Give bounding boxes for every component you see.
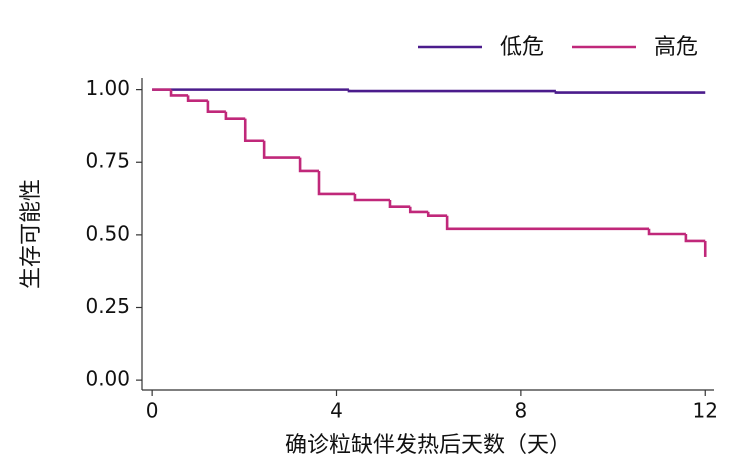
survival-step — [317, 170, 355, 196]
survival-step — [445, 215, 650, 231]
y-tick-label: 0.75 — [85, 149, 130, 173]
x-axis-label: 确诊粒缺伴发热后天数（天） — [285, 433, 571, 458]
survival-step — [243, 118, 265, 143]
survival-step — [347, 89, 556, 93]
survival-step — [169, 89, 189, 97]
y-tick-label: 1.00 — [85, 76, 130, 100]
survival-step — [262, 140, 301, 159]
y-tick-label: 0.25 — [85, 294, 130, 318]
x-tick-label: 12 — [693, 399, 718, 423]
survival-step — [224, 111, 246, 120]
survival-step — [298, 157, 319, 173]
y-tick-label: 0.50 — [85, 221, 130, 245]
y-axis-label: 生存可能性 — [19, 179, 44, 289]
survival-step — [388, 200, 411, 208]
survival-step — [684, 234, 706, 243]
legend-label: 低危 — [500, 35, 544, 60]
y-tick-label: 0.00 — [85, 367, 130, 391]
survival-step — [206, 100, 226, 113]
survival-step — [186, 95, 208, 102]
survival-step — [426, 211, 448, 217]
x-tick-label: 0 — [146, 399, 159, 423]
legend-label: 高危 — [654, 35, 698, 60]
survival-step — [554, 91, 706, 94]
x-tick-label: 8 — [515, 399, 528, 423]
survival-step — [408, 206, 429, 214]
x-tick-label: 4 — [330, 399, 343, 423]
survival-step — [647, 228, 686, 236]
survival-step — [353, 193, 390, 202]
